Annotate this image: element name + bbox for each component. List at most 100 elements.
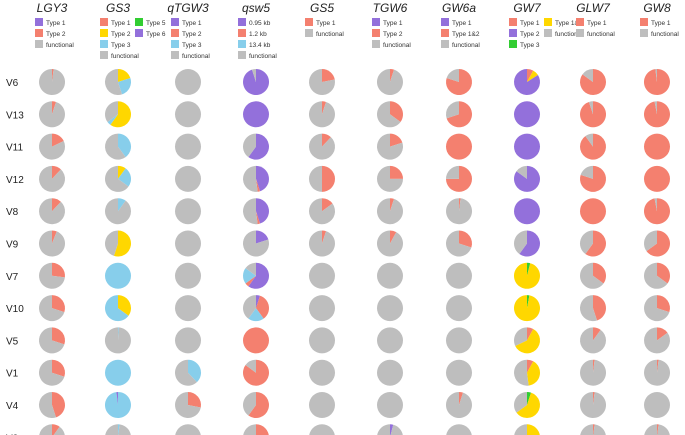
pie-slice [175, 133, 201, 160]
pie-slice [110, 101, 131, 128]
pie [175, 392, 202, 418]
pie [175, 262, 201, 289]
pie-slice [38, 359, 65, 386]
gene-title: GLW7 [576, 1, 611, 15]
legend-label: functional [111, 53, 139, 60]
row-label: V10 [6, 304, 24, 315]
pie [242, 262, 269, 289]
legend-item: Type 5 [135, 18, 166, 27]
pie [38, 295, 65, 322]
legend-label: Type 2 [111, 31, 131, 38]
legend-swatch [576, 18, 584, 26]
pie-slice [118, 165, 126, 179]
pie-slice [657, 262, 671, 284]
pie-slice [593, 359, 595, 373]
pie-slice [116, 392, 118, 405]
pie-slice [377, 359, 403, 386]
legend-item: Type 1 [35, 18, 66, 27]
gene-column: qsw5 0.95 kb 1.2 kb 13.4 kb functional [238, 1, 277, 435]
legend-item: Type 1 [372, 18, 403, 27]
pie-slice [376, 230, 403, 257]
pie-slice [593, 392, 595, 405]
legend-swatch [100, 40, 108, 48]
pie [580, 101, 607, 128]
gene-title: qTGW3 [167, 1, 209, 15]
pie-slice [52, 392, 65, 418]
pie-slice [39, 165, 66, 192]
pie [242, 295, 269, 322]
pie-slice [654, 101, 657, 115]
pie-slice [309, 392, 335, 418]
pie-slice [104, 392, 131, 418]
pie-slice [248, 392, 269, 418]
pie-slice [118, 168, 132, 187]
pie-slice [256, 295, 261, 309]
pie [446, 327, 472, 354]
legend-item: Type 2 [372, 29, 403, 38]
legend-label: functional [316, 31, 344, 38]
legend-swatch [441, 29, 449, 37]
pie-slice [256, 165, 269, 192]
pie-slice [390, 424, 394, 435]
pie-slice [308, 230, 335, 257]
pie-slice [118, 327, 119, 341]
pie-slice [644, 327, 671, 354]
pie-slice [38, 133, 65, 160]
pie [643, 198, 670, 225]
pie-slice [514, 327, 527, 346]
legend-item: functional [640, 29, 679, 38]
gene-title: qsw5 [242, 1, 270, 15]
pie-slice [580, 359, 607, 386]
pie [377, 359, 403, 386]
pie [39, 262, 66, 289]
legend-swatch [238, 18, 246, 26]
pie [514, 359, 540, 386]
pie-slice [377, 165, 403, 192]
legend-label: Type 1 [316, 20, 336, 27]
legend-label: Type 3 [182, 42, 202, 49]
pie [643, 101, 670, 128]
pie-slice [188, 392, 202, 408]
pie-slice [377, 327, 403, 354]
legend-label: Type 6 [146, 31, 166, 38]
pie [580, 359, 607, 386]
pie [644, 327, 671, 354]
pie [446, 133, 472, 160]
pie-slice [52, 295, 65, 313]
pie-slice [514, 133, 540, 160]
pie-slice [118, 198, 126, 212]
pie [445, 230, 472, 257]
pie-slice [654, 198, 657, 212]
legend-label: Type 1 [383, 20, 403, 27]
legend-item: Type 2 [100, 29, 131, 38]
pie [242, 230, 269, 257]
pie [175, 165, 201, 192]
pie-slice [52, 133, 64, 147]
pie-slice [242, 133, 256, 158]
legend-label: Type 1 [111, 20, 131, 27]
pie-slice [519, 230, 540, 257]
legend-label: Type 1 [46, 20, 66, 27]
pie-slice [657, 359, 659, 373]
pie-slice [175, 230, 201, 257]
pie [175, 295, 201, 322]
pie-slice [579, 295, 598, 322]
pie-slice [446, 101, 473, 128]
pie [376, 230, 403, 257]
pie-slice [390, 230, 397, 244]
pie-slice [256, 424, 269, 435]
legend-item: Type 1 [640, 18, 671, 27]
row-label: V13 [6, 110, 24, 121]
legend-item: functional [35, 40, 74, 49]
pie-slice [513, 165, 540, 192]
pie [514, 424, 540, 435]
pie [104, 392, 131, 418]
pie-slice [309, 262, 335, 289]
pie-slice [390, 69, 395, 82]
pie-slice [580, 262, 604, 289]
pie [243, 327, 269, 354]
pie-slice [38, 392, 57, 418]
pie [39, 68, 66, 95]
pie-slice [527, 361, 540, 386]
legend-swatch [100, 29, 108, 37]
